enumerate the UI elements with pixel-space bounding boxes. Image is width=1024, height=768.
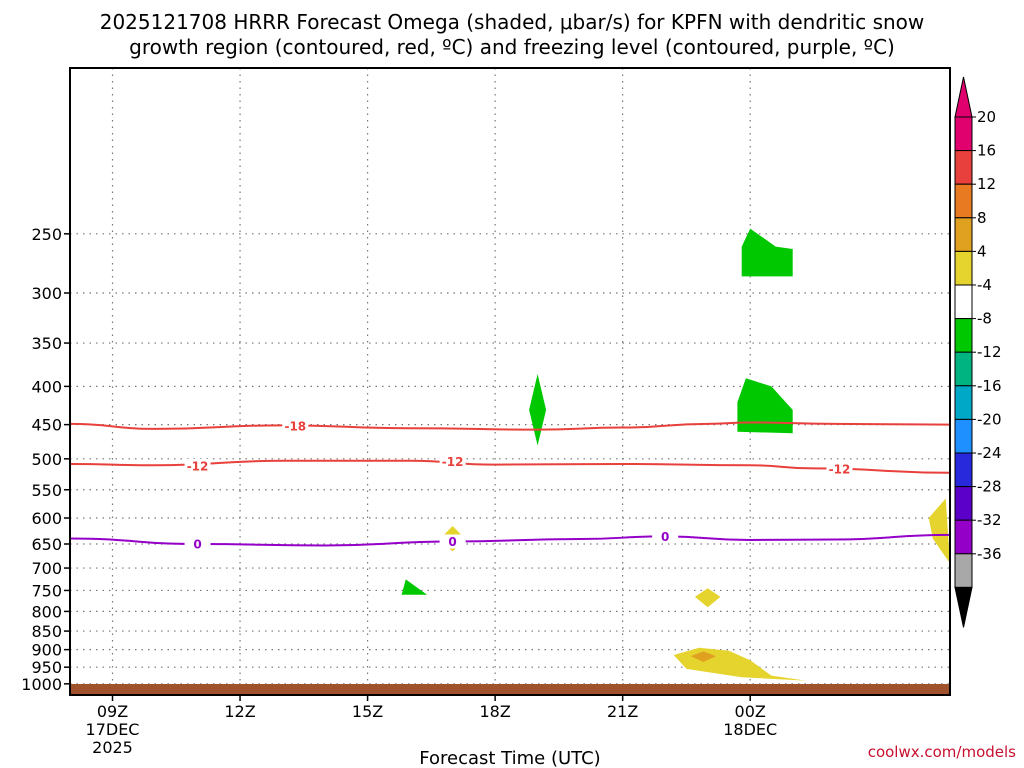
colorbar-label: -28 bbox=[977, 478, 1002, 496]
x-tick-label-12Z: 12Z bbox=[224, 702, 255, 721]
colorbar-segment bbox=[954, 418, 973, 454]
colorbar-segment bbox=[954, 116, 973, 152]
colorbar-label: -24 bbox=[977, 444, 1002, 462]
omega-region-5 bbox=[694, 588, 721, 608]
colorbar-label: -16 bbox=[977, 377, 1002, 395]
omega-region-0 bbox=[741, 228, 793, 277]
x-tick-label-18Z: 18Z bbox=[479, 702, 510, 721]
x-tick-year: 2025 bbox=[92, 738, 133, 757]
contour-label-bg bbox=[826, 462, 853, 477]
colorbar-label: -36 bbox=[977, 545, 1002, 563]
contour-label-0: 0 bbox=[193, 537, 201, 551]
colorbar-label: -20 bbox=[977, 410, 1002, 428]
y-tick-label-350: 350 bbox=[31, 334, 62, 353]
x-tick-date: 18DEC bbox=[723, 720, 777, 739]
colorbar-top-arrow bbox=[954, 76, 973, 118]
y-axis-ticks: 2503003504004505005506006507007508008509… bbox=[21, 225, 70, 694]
colorbar-segment bbox=[954, 553, 973, 588]
contour-label--12: -12 bbox=[442, 455, 464, 469]
colorbar-segment bbox=[954, 351, 973, 387]
y-tick-label-850: 850 bbox=[31, 622, 62, 641]
colorbar-label: 12 bbox=[977, 175, 996, 193]
colorbar-label: 20 bbox=[977, 108, 996, 126]
colorbar-label: -8 bbox=[977, 310, 992, 328]
colorbar-segment bbox=[954, 486, 973, 521]
colorbar-label: -12 bbox=[977, 343, 1002, 361]
colorbar-label: -4 bbox=[977, 276, 992, 294]
contour-line--18 bbox=[69, 421, 951, 431]
colorbar-label: 4 bbox=[977, 242, 987, 260]
omega-shaded-regions bbox=[401, 228, 950, 681]
grid-lines bbox=[70, 68, 950, 695]
omega-region-6 bbox=[928, 498, 950, 564]
contour-label-bg bbox=[282, 419, 309, 434]
y-tick-label-300: 300 bbox=[31, 284, 62, 303]
omega-region-3 bbox=[401, 579, 428, 595]
x-tick-label-21Z: 21Z bbox=[607, 702, 638, 721]
x-tick-label-15Z: 15Z bbox=[352, 702, 383, 721]
y-tick-label-1000: 1000 bbox=[21, 675, 62, 694]
y-tick-label-900: 900 bbox=[31, 641, 62, 660]
colorbar-bottom-arrow bbox=[954, 586, 973, 628]
colorbar-segment bbox=[954, 250, 973, 286]
omega-region-2 bbox=[529, 374, 547, 446]
x-axis-title: Forecast Time (UTC) bbox=[419, 748, 600, 768]
colorbar-segment bbox=[954, 318, 973, 353]
omega-region-1 bbox=[737, 378, 793, 434]
contour-line-0 bbox=[69, 533, 951, 547]
colorbar-segment bbox=[954, 452, 973, 488]
y-tick-label-400: 400 bbox=[31, 377, 62, 396]
colorbar-label: 16 bbox=[977, 142, 996, 160]
colorbar-segment bbox=[954, 217, 973, 252]
contour-label-bg bbox=[184, 458, 211, 473]
contour-label--12: -12 bbox=[829, 463, 851, 477]
colorbar-segment bbox=[954, 183, 973, 219]
contour-label--18: -18 bbox=[284, 420, 306, 434]
contour-label-0: 0 bbox=[661, 530, 669, 544]
contour-label-bg bbox=[184, 536, 211, 551]
x-tick-label-09Z: 09Z bbox=[97, 702, 128, 721]
colorbar-segment bbox=[954, 150, 973, 185]
contour-label-0: 0 bbox=[448, 535, 456, 549]
colorbar-segment bbox=[954, 385, 973, 420]
plot-frame bbox=[69, 67, 951, 696]
omega-region-7 bbox=[673, 647, 806, 681]
y-tick-label-250: 250 bbox=[31, 225, 62, 244]
y-tick-label-550: 550 bbox=[31, 481, 62, 500]
y-tick-label-700: 700 bbox=[31, 559, 62, 578]
chart-title-line-1: 2025121708 HRRR Forecast Omega (shaded, … bbox=[100, 10, 925, 34]
contour-label-bg bbox=[439, 454, 466, 469]
omega-region-8 bbox=[690, 651, 717, 662]
y-tick-label-650: 650 bbox=[31, 535, 62, 554]
chart-title-line-2: growth region (contoured, red, ºC) and f… bbox=[129, 35, 895, 59]
colorbar: 20 16 12 8 4 -4 -8 -12 -16 -20 -24 -28 -32 -36 bbox=[954, 76, 1002, 628]
y-tick-label-450: 450 bbox=[31, 416, 62, 435]
y-tick-label-800: 800 bbox=[31, 602, 62, 621]
colorbar-segment bbox=[954, 284, 973, 320]
contour-lines: -18 -12 -12 -12 0 0 0 bbox=[69, 419, 951, 551]
y-tick-label-950: 950 bbox=[31, 658, 62, 677]
colorbar-label: 8 bbox=[977, 209, 987, 227]
ground-band bbox=[71, 684, 949, 694]
y-tick-label-750: 750 bbox=[31, 581, 62, 600]
y-tick-label-600: 600 bbox=[31, 509, 62, 528]
contour-label--12: -12 bbox=[187, 459, 209, 473]
x-tick-label-00Z: 00Z bbox=[735, 702, 766, 721]
credit-link[interactable]: coolwx.com/models bbox=[868, 743, 1016, 761]
contour-label-bg bbox=[439, 534, 466, 549]
x-tick-date: 17DEC bbox=[86, 720, 140, 739]
colorbar-segment bbox=[954, 519, 973, 555]
colorbar-label: -32 bbox=[977, 511, 1002, 529]
y-tick-label-500: 500 bbox=[31, 450, 62, 469]
contour-label-bg bbox=[652, 529, 679, 544]
